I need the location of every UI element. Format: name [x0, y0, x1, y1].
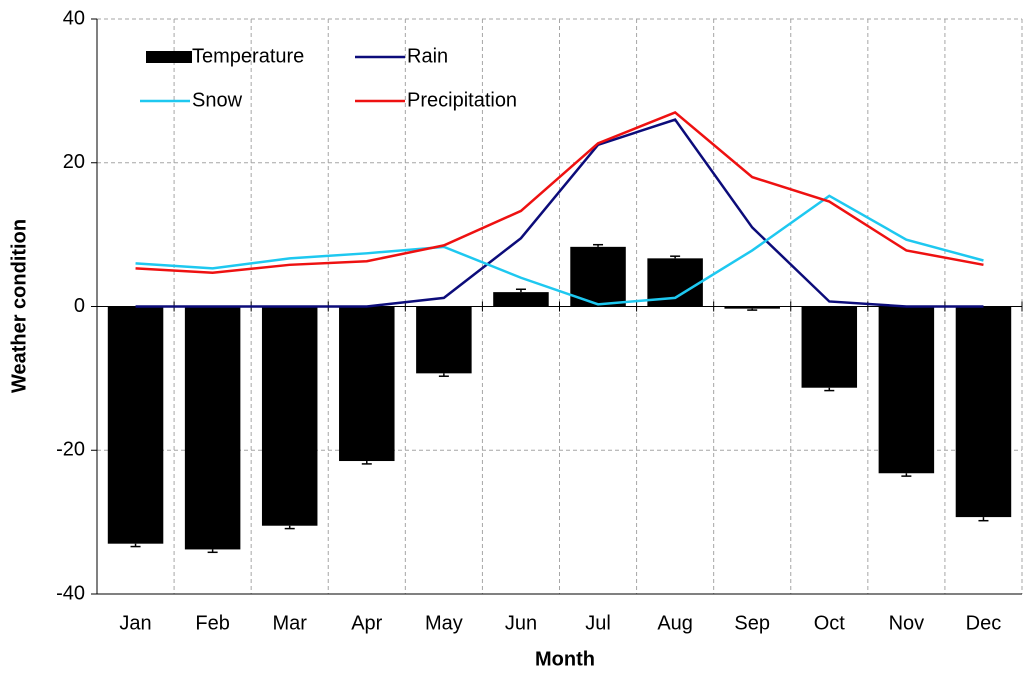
x-tick-label: Apr — [351, 612, 382, 634]
error-bar — [824, 387, 835, 392]
bar — [493, 292, 549, 307]
line — [135, 110, 984, 274]
x-tick-label: Jan — [119, 612, 151, 634]
bar — [184, 306, 241, 550]
legend-label: Temperature — [192, 45, 304, 67]
bar — [416, 306, 472, 374]
error-bar — [901, 473, 912, 477]
x-tick-label: Dec — [966, 612, 1002, 634]
x-tick-label: Sep — [734, 612, 770, 634]
y-tick-label: 20 — [63, 151, 85, 173]
x-tick-label: Mar — [272, 612, 307, 634]
y-tick-label: 0 — [74, 295, 85, 317]
error-bar — [515, 288, 526, 293]
bar — [724, 306, 780, 309]
x-tick-label: Jul — [585, 612, 611, 634]
bar — [878, 306, 935, 474]
bar — [801, 306, 858, 388]
legend-label: Rain — [407, 45, 448, 67]
legend-label: Precipitation — [407, 89, 517, 111]
bar — [261, 306, 318, 526]
legend-label: Snow — [192, 89, 243, 111]
y-tick-label: -40 — [56, 582, 85, 604]
line — [135, 118, 984, 308]
error-bar — [747, 308, 758, 311]
error-bar — [361, 461, 372, 465]
x-axis-label: Month — [535, 648, 595, 670]
line — [135, 194, 984, 306]
bar — [339, 306, 395, 462]
bar — [570, 246, 626, 307]
error-bar — [438, 373, 449, 377]
bar — [107, 306, 164, 544]
error-bar — [207, 549, 218, 554]
x-tick-label: Jun — [505, 612, 537, 634]
x-tick-label: Oct — [814, 612, 846, 634]
y-axis-label: Weather condition — [8, 219, 30, 393]
x-tick-label: Nov — [889, 612, 925, 634]
error-bar — [284, 525, 295, 530]
x-tick-label: Feb — [195, 612, 229, 634]
bar — [955, 306, 1012, 518]
y-tick-label: 40 — [63, 7, 85, 29]
legend-swatch — [146, 51, 192, 63]
error-bar — [978, 517, 989, 522]
error-bar — [130, 543, 141, 548]
y-tick-label: -20 — [56, 439, 85, 461]
error-bar — [593, 243, 604, 247]
x-tick-label: Aug — [657, 612, 693, 634]
error-bar — [670, 255, 681, 259]
x-tick-label: May — [425, 612, 463, 634]
